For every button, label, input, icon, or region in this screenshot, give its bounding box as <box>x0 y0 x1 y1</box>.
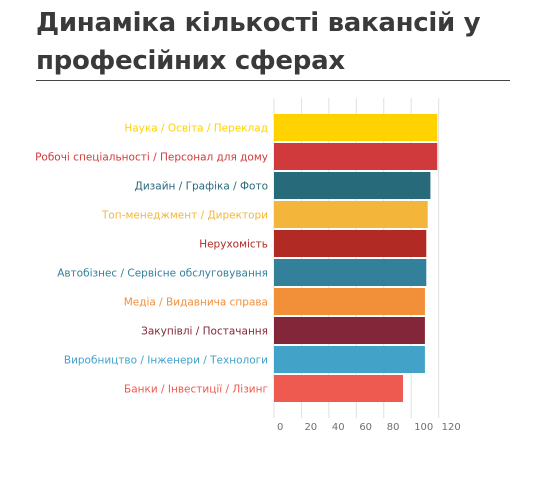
bar <box>274 201 428 228</box>
category-label: Нерухомість <box>199 239 268 251</box>
category-labels: Наука / Освіта / Переклад Робочі спеціаль… <box>35 123 268 396</box>
category-label: Дизайн / Графіка / Фото <box>135 181 268 193</box>
x-tick-label: 60 <box>359 422 372 433</box>
x-tick-label: 80 <box>387 422 400 433</box>
title-divider <box>36 80 510 81</box>
x-tick-label: 0 <box>277 422 283 433</box>
bar <box>274 114 438 141</box>
x-tick-label: 120 <box>442 422 461 433</box>
category-label: Робочі спеціальності / Персонал для дому <box>35 152 268 164</box>
category-label: Медіа / Видавнича справа <box>124 297 268 309</box>
category-label: Виробництво / Інженери / Технологи <box>64 355 268 367</box>
bar <box>274 317 425 344</box>
x-tick-labels: 0 20 40 60 80 100 120 <box>277 422 461 433</box>
x-tick-label: 20 <box>304 422 317 433</box>
category-label: Закупівлі / Постачання <box>141 326 268 338</box>
x-tick-label: 40 <box>332 422 345 433</box>
bar <box>274 230 427 257</box>
bar <box>274 346 425 373</box>
x-tick-label: 100 <box>414 422 433 433</box>
category-label: Банки / Інвестиції / Лізинг <box>124 384 268 396</box>
chart-title: Динаміка кількості вакансій у професійни… <box>36 8 481 76</box>
bar <box>274 143 438 170</box>
bars <box>274 114 438 402</box>
bar <box>274 375 403 402</box>
category-label: Топ-менеджмент / Директори <box>101 210 268 222</box>
bar <box>274 259 427 286</box>
bar <box>274 288 425 315</box>
category-label: Наука / Освіта / Переклад <box>124 123 268 135</box>
category-label: Автобізнес / Сервісне обслуговування <box>57 268 268 280</box>
bar <box>274 172 431 199</box>
